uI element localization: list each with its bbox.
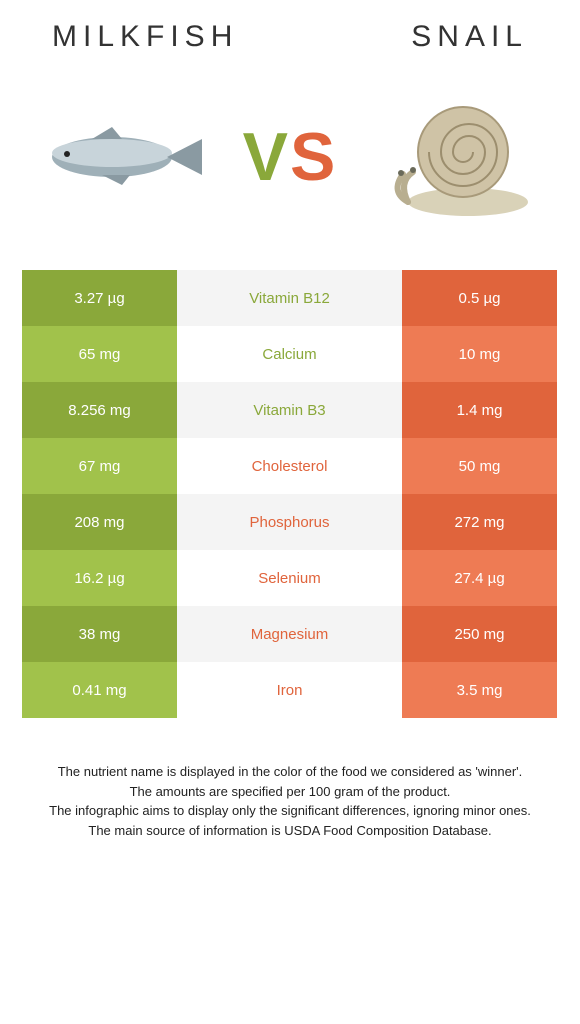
nutrient-label-cell: Magnesium (177, 606, 402, 662)
table-row: 16.2 µgSelenium27.4 µg (22, 550, 558, 606)
table-row: 0.41 mgIron3.5 mg (22, 662, 558, 718)
left-value-cell: 65 mg (22, 326, 177, 382)
snail-image (368, 87, 548, 227)
right-value-cell: 250 mg (402, 606, 557, 662)
nutrient-label-cell: Phosphorus (177, 494, 402, 550)
footer-line-1: The nutrient name is displayed in the co… (28, 762, 552, 782)
right-value-cell: 3.5 mg (402, 662, 557, 718)
vs-v: V (243, 119, 290, 195)
left-value-cell: 16.2 µg (22, 550, 177, 606)
footer-line-3: The infographic aims to display only the… (28, 801, 552, 821)
footer-line-2: The amounts are specified per 100 gram o… (28, 782, 552, 802)
left-food-title: Milkfish (52, 20, 238, 54)
table-row: 3.27 µgVitamin B120.5 µg (22, 270, 558, 326)
table-row: 208 mgPhosphorus272 mg (22, 494, 558, 550)
vs-label: VS (243, 118, 338, 196)
left-value-cell: 208 mg (22, 494, 177, 550)
hero-row: VS (22, 72, 558, 242)
right-value-cell: 1.4 mg (402, 382, 557, 438)
footer-line-4: The main source of information is USDA F… (28, 821, 552, 841)
right-value-cell: 50 mg (402, 438, 557, 494)
left-value-cell: 0.41 mg (22, 662, 177, 718)
nutrient-label-cell: Selenium (177, 550, 402, 606)
left-value-cell: 38 mg (22, 606, 177, 662)
footer-notes: The nutrient name is displayed in the co… (22, 762, 558, 840)
right-value-cell: 272 mg (402, 494, 557, 550)
table-row: 8.256 mgVitamin B31.4 mg (22, 382, 558, 438)
nutrient-label-cell: Calcium (177, 326, 402, 382)
nutrient-label-cell: Vitamin B3 (177, 382, 402, 438)
table-row: 38 mgMagnesium250 mg (22, 606, 558, 662)
left-value-cell: 8.256 mg (22, 382, 177, 438)
title-row: Milkfish Snail (22, 20, 558, 54)
right-value-cell: 27.4 µg (402, 550, 557, 606)
left-value-cell: 3.27 µg (22, 270, 177, 326)
nutrient-label-cell: Iron (177, 662, 402, 718)
table-row: 67 mgCholesterol50 mg (22, 438, 558, 494)
vs-s: S (290, 119, 337, 195)
nutrient-table: 3.27 µgVitamin B120.5 µg65 mgCalcium10 m… (22, 270, 558, 718)
nutrient-label-cell: Vitamin B12 (177, 270, 402, 326)
milkfish-image (32, 87, 212, 227)
left-value-cell: 67 mg (22, 438, 177, 494)
right-value-cell: 0.5 µg (402, 270, 557, 326)
table-row: 65 mgCalcium10 mg (22, 326, 558, 382)
nutrient-label-cell: Cholesterol (177, 438, 402, 494)
right-value-cell: 10 mg (402, 326, 557, 382)
right-food-title: Snail (411, 20, 528, 54)
